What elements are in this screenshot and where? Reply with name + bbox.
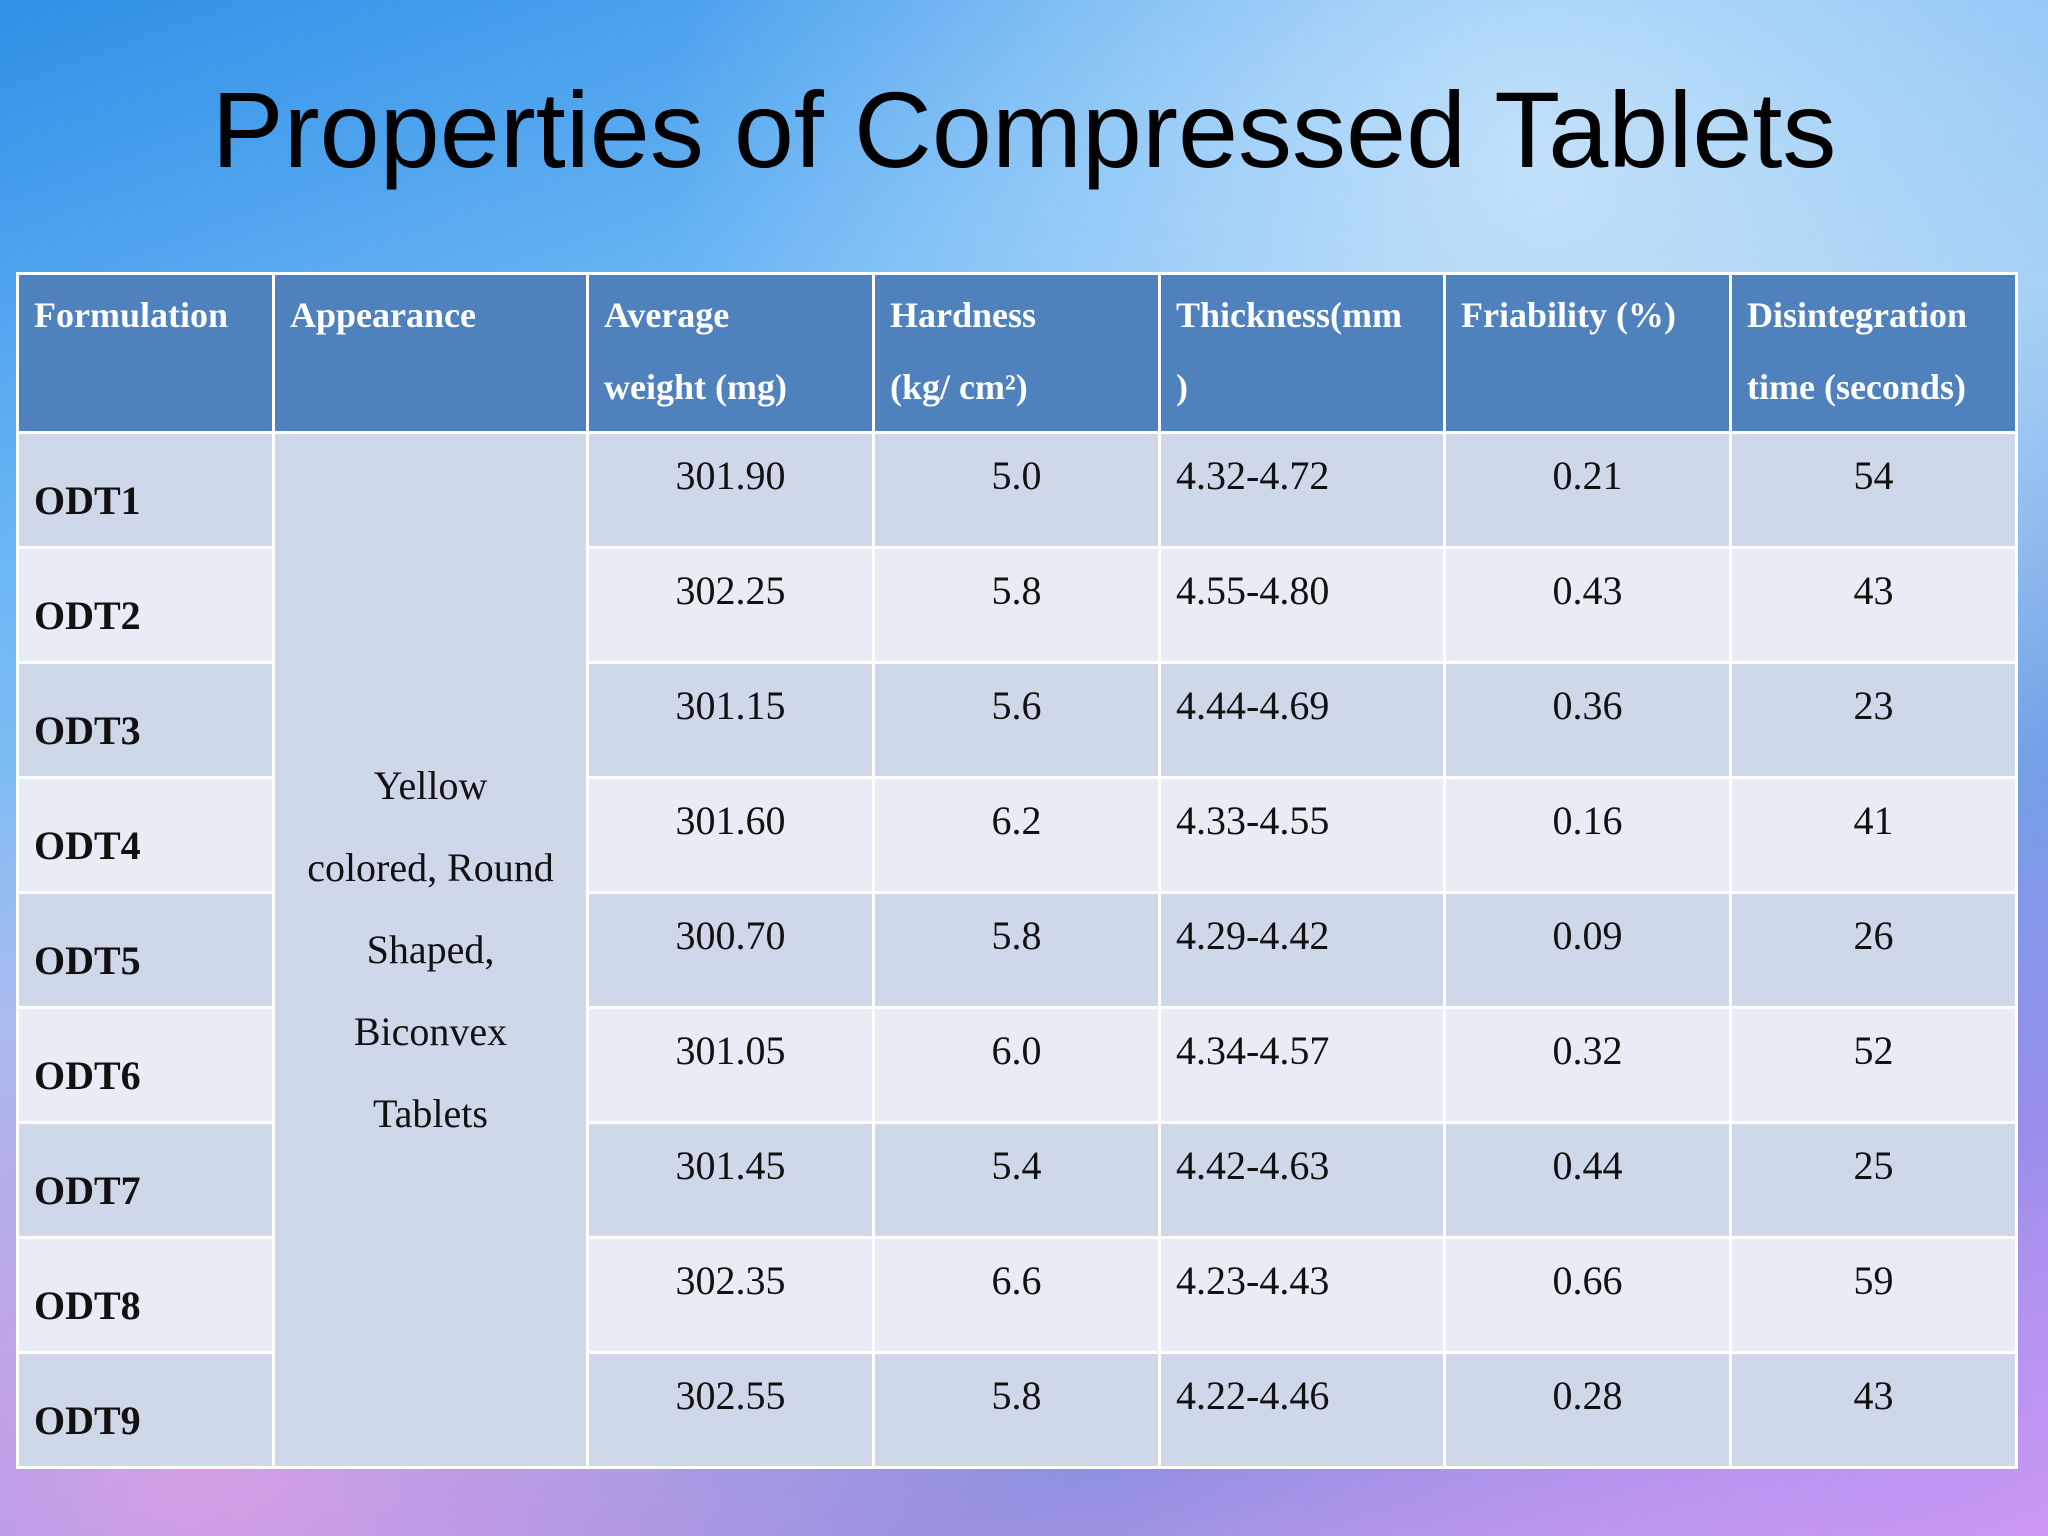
value-cell: 300.70 <box>586 891 875 1009</box>
appearance-text: colored, Round <box>307 845 554 890</box>
header-cell: Disintegration time (seconds) <box>1729 272 2018 434</box>
value-cell: 5.8 <box>872 546 1161 664</box>
header-cell: Average weight (mg) <box>586 272 875 434</box>
value-cell: 0.44 <box>1443 1121 1732 1239</box>
value-cell: 4.34-4.57 <box>1158 1006 1446 1124</box>
value-cell: 25 <box>1729 1121 2018 1239</box>
value-cell: 301.60 <box>586 776 875 894</box>
formulation-cell: ODT1 <box>16 431 275 549</box>
appearance-text: Tablets <box>373 1091 488 1136</box>
value-cell: 0.28 <box>1443 1351 1732 1469</box>
value-cell: 0.09 <box>1443 891 1732 1009</box>
formulation-cell: ODT4 <box>16 776 275 894</box>
properties-table: Formulation Appearance Average weight (mg) H… <box>16 272 2018 1469</box>
header-cell: Hardness (kg/ cm²) <box>872 272 1161 434</box>
value-cell: 301.45 <box>586 1121 875 1239</box>
value-cell: 5.8 <box>872 1351 1161 1469</box>
header-cell: Formulation <box>16 272 275 434</box>
formulation-cell: ODT2 <box>16 546 275 664</box>
value-cell: 4.44-4.69 <box>1158 661 1446 779</box>
value-cell: 4.23-4.43 <box>1158 1236 1446 1354</box>
value-cell: 0.32 <box>1443 1006 1732 1124</box>
table-row: ODT3 301.15 5.6 4.44-4.69 0.36 23 <box>16 661 2018 779</box>
formulation-cell: ODT5 <box>16 891 275 1009</box>
header-cell: Appearance <box>272 272 589 434</box>
formulation-cell: ODT9 <box>16 1351 275 1469</box>
value-cell: 5.6 <box>872 661 1161 779</box>
table-row: ODT5 300.70 5.8 4.29-4.42 0.09 26 <box>16 891 2018 1009</box>
appearance-text: Shaped, <box>366 927 495 972</box>
header-text: Formulation <box>34 295 228 335</box>
value-cell: 302.35 <box>586 1236 875 1354</box>
value-cell: 5.8 <box>872 891 1161 1009</box>
value-cell: 6.2 <box>872 776 1161 894</box>
value-cell: 4.55-4.80 <box>1158 546 1446 664</box>
slide-title: Properties of Compressed Tablets <box>211 69 1837 190</box>
header-text: Disintegration <box>1747 295 1967 335</box>
value-cell: 301.90 <box>586 431 875 549</box>
value-cell: 4.33-4.55 <box>1158 776 1446 894</box>
header-cell: Thickness(mm) <box>1158 272 1446 434</box>
table-row: ODT7 301.45 5.4 4.42-4.63 0.44 25 <box>16 1121 2018 1239</box>
value-cell: 0.36 <box>1443 661 1732 779</box>
table-row: ODT4 301.60 6.2 4.33-4.55 0.16 41 <box>16 776 2018 894</box>
table-row: ODT1 Yellow colored, Round Shaped, Biconvex T… <box>16 431 2018 1469</box>
value-cell: 4.42-4.63 <box>1158 1121 1446 1239</box>
value-cell: 6.6 <box>872 1236 1161 1354</box>
value-cell: 26 <box>1729 891 2018 1009</box>
table-row: ODT9 302.55 5.8 4.22-4.46 0.28 43 <box>16 1351 2018 1469</box>
formulation-cell: ODT6 <box>16 1006 275 1124</box>
formulation-cell: ODT8 <box>16 1236 275 1354</box>
value-cell: 0.16 <box>1443 776 1732 894</box>
value-cell: 4.22-4.46 <box>1158 1351 1446 1469</box>
value-cell: 301.05 <box>586 1006 875 1124</box>
header-text: Friability (%) <box>1461 295 1676 335</box>
value-cell: 5.4 <box>872 1121 1161 1239</box>
value-cell: 23 <box>1729 661 2018 779</box>
value-cell: 5.0 <box>872 431 1161 549</box>
header-text: Hardness <box>890 295 1037 335</box>
appearance-text: Biconvex <box>353 1009 508 1054</box>
header-row: Formulation Appearance Average weight (mg) H… <box>16 272 2018 434</box>
header-text: ) <box>1176 367 1188 407</box>
value-cell: 302.25 <box>586 546 875 664</box>
value-cell: 0.43 <box>1443 546 1732 664</box>
value-cell: 0.66 <box>1443 1236 1732 1354</box>
header-text: weight (mg) <box>604 367 787 407</box>
table-row: ODT8 302.35 6.6 4.23-4.43 0.66 59 <box>16 1236 2018 1354</box>
value-cell: 41 <box>1729 776 2018 894</box>
header-text: Appearance <box>290 295 476 335</box>
value-cell: 301.15 <box>586 661 875 779</box>
value-cell: 302.55 <box>586 1351 875 1469</box>
value-cell: 54 <box>1729 431 2018 549</box>
table-row: ODT2 302.25 5.8 4.55-4.80 0.43 43 <box>16 546 2018 664</box>
header-cell: Friability (%) <box>1443 272 1732 434</box>
header-text: Average <box>604 295 730 335</box>
value-cell: 43 <box>1729 546 2018 664</box>
value-cell: 4.29-4.42 <box>1158 891 1446 1009</box>
value-cell: 0.21 <box>1443 431 1732 549</box>
value-cell: 59 <box>1729 1236 2018 1354</box>
value-cell: 6.0 <box>872 1006 1161 1124</box>
value-cell: 43 <box>1729 1351 2018 1469</box>
formulation-cell: ODT3 <box>16 661 275 779</box>
header-text: Thickness(mm <box>1176 295 1403 335</box>
value-cell: 4.32-4.72 <box>1158 431 1446 549</box>
appearance-text: Yellow <box>373 763 488 808</box>
formulation-cell: ODT7 <box>16 1121 275 1239</box>
header-text: time (seconds) <box>1747 367 1966 407</box>
header-text: (kg/ cm²) <box>890 367 1028 407</box>
table-body: ODT1 Yellow colored, Round Shaped, Biconvex T… <box>16 431 2018 1469</box>
value-cell: 52 <box>1729 1006 2018 1124</box>
appearance-cell: Yellow colored, Round Shaped, Biconvex Table… <box>272 431 589 1469</box>
table-row: ODT6 301.05 6.0 4.34-4.57 0.32 52 <box>16 1006 2018 1124</box>
